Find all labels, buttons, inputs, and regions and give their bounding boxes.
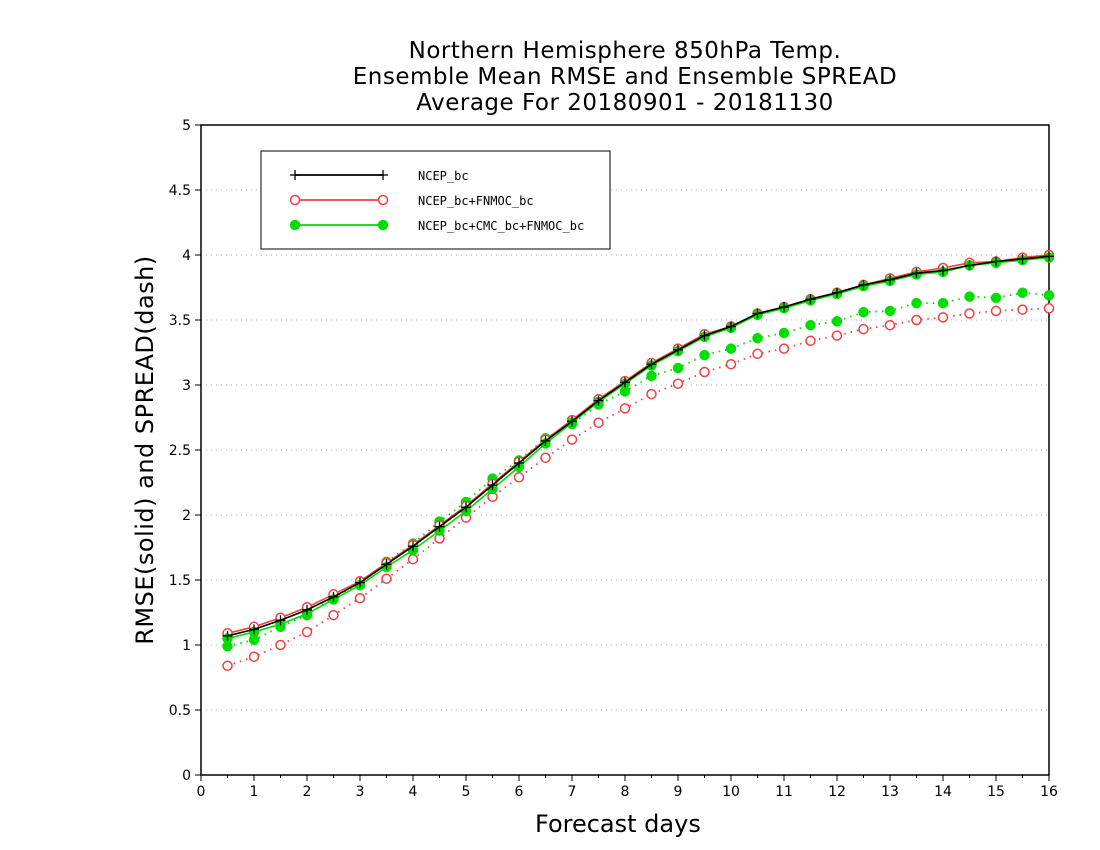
data-point bbox=[752, 348, 763, 360]
data-point bbox=[513, 472, 525, 483]
x-tick-label: 12 bbox=[828, 784, 846, 800]
legend-marker bbox=[377, 194, 389, 206]
data-point bbox=[990, 305, 1002, 317]
title-line-1: Northern Hemisphere 850hPa Temp. bbox=[408, 38, 842, 64]
data-point bbox=[672, 362, 684, 374]
data-point bbox=[301, 626, 313, 638]
y-tick-label: 3 bbox=[182, 378, 191, 394]
series-line bbox=[227, 291, 1050, 648]
data-point bbox=[275, 639, 286, 651]
x-tick-label: 16 bbox=[1040, 784, 1058, 800]
data-point bbox=[593, 417, 604, 428]
data-point bbox=[672, 378, 684, 389]
data-point bbox=[805, 335, 816, 347]
data-point bbox=[1043, 303, 1055, 314]
data-point bbox=[540, 452, 551, 464]
legend-label: NCEP_bc+FNMOC_bc bbox=[418, 194, 534, 208]
x-tick-label: 5 bbox=[462, 784, 471, 800]
data-point bbox=[964, 291, 975, 302]
y-tick-label: 4 bbox=[182, 248, 191, 264]
legend-marker bbox=[377, 219, 389, 231]
data-point bbox=[248, 651, 260, 662]
data-point bbox=[725, 343, 737, 354]
x-tick-label: 14 bbox=[934, 784, 952, 800]
y-axis-title: RMSE(solid) and SPREAD(dash) bbox=[131, 255, 159, 645]
legend-label: NCEP_bc bbox=[418, 169, 469, 183]
x-tick-label: 11 bbox=[775, 784, 793, 800]
legend-marker bbox=[289, 219, 301, 231]
data-point bbox=[1017, 287, 1028, 298]
data-point bbox=[858, 306, 869, 318]
data-point bbox=[990, 292, 1002, 304]
x-axis-title: Forecast days bbox=[535, 810, 701, 838]
data-point bbox=[752, 332, 763, 344]
data-point bbox=[328, 609, 339, 621]
y-tick-label: 1.5 bbox=[169, 573, 191, 589]
data-point bbox=[725, 358, 737, 370]
data-point bbox=[911, 297, 922, 309]
data-point bbox=[566, 434, 578, 445]
data-point bbox=[699, 349, 710, 361]
data-point bbox=[911, 314, 922, 326]
data-point bbox=[884, 319, 896, 331]
data-point bbox=[354, 592, 366, 604]
data-point bbox=[831, 316, 843, 327]
x-tick-label: 9 bbox=[674, 784, 683, 800]
x-tick-label: 2 bbox=[303, 784, 312, 800]
x-tick-label: 15 bbox=[987, 784, 1005, 800]
data-point bbox=[831, 330, 843, 341]
x-tick-label: 1 bbox=[250, 784, 259, 800]
data-point bbox=[407, 553, 419, 565]
data-point bbox=[646, 370, 657, 382]
data-point bbox=[646, 388, 657, 400]
data-point bbox=[858, 323, 869, 335]
y-tick-label: 2 bbox=[182, 508, 191, 524]
x-tick-label: 7 bbox=[568, 784, 577, 800]
y-tick-label: 4.5 bbox=[169, 183, 191, 199]
y-tick-label: 3.5 bbox=[169, 313, 191, 329]
y-tick-label: 1 bbox=[182, 638, 191, 654]
data-point bbox=[1017, 304, 1028, 315]
series-line bbox=[227, 307, 1050, 667]
data-point bbox=[778, 327, 790, 339]
data-point bbox=[1043, 290, 1055, 301]
data-point bbox=[381, 573, 392, 584]
data-point bbox=[884, 305, 896, 317]
data-point bbox=[964, 308, 975, 319]
x-tick-label: 0 bbox=[197, 784, 206, 800]
x-tick-label: 13 bbox=[881, 784, 899, 800]
x-tick-label: 6 bbox=[515, 784, 524, 800]
title-line-3: Average For 20180901 - 20181130 bbox=[416, 90, 834, 116]
x-tick-label: 10 bbox=[722, 784, 740, 800]
data-point bbox=[699, 366, 710, 378]
series-line bbox=[227, 256, 1050, 640]
y-tick-label: 5 bbox=[182, 118, 191, 134]
legend-label: NCEP_bc+CMC_bc+FNMOC_bc bbox=[418, 219, 584, 233]
y-tick-label: 0.5 bbox=[169, 703, 191, 719]
x-tick-label: 4 bbox=[409, 784, 418, 800]
data-point bbox=[778, 343, 790, 354]
data-point bbox=[619, 403, 631, 414]
x-tick-label: 8 bbox=[621, 784, 630, 800]
data-point bbox=[222, 660, 233, 672]
data-point bbox=[805, 319, 816, 331]
series-line bbox=[227, 254, 1050, 635]
series-line bbox=[227, 255, 1050, 637]
x-tick-label: 3 bbox=[356, 784, 365, 800]
y-tick-label: 2.5 bbox=[169, 443, 191, 459]
y-tick-label: 0 bbox=[182, 768, 191, 784]
data-point bbox=[937, 312, 949, 323]
data-point bbox=[937, 297, 949, 309]
title-line-2: Ensemble Mean RMSE and Ensemble SPREAD bbox=[352, 64, 898, 90]
legend-marker bbox=[289, 194, 301, 206]
